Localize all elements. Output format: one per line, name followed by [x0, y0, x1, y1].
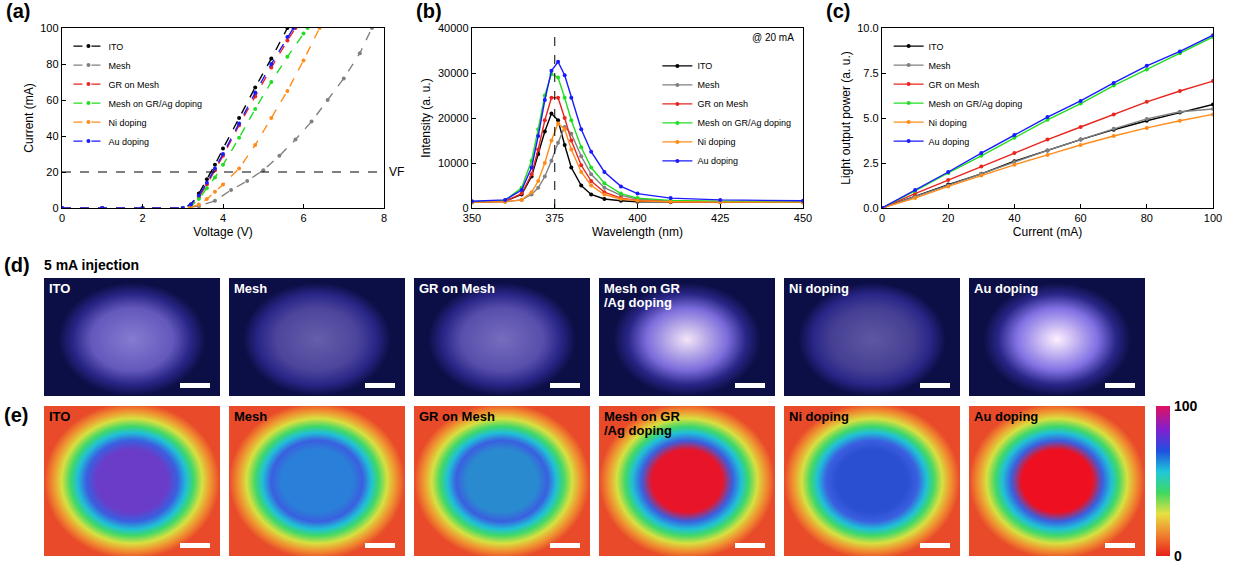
svg-text:ITO: ITO	[929, 42, 944, 52]
svg-text:Mesh on GR/Ag doping: Mesh on GR/Ag doping	[108, 99, 202, 109]
svg-text:Au doping: Au doping	[929, 137, 970, 147]
svg-text:Au doping: Au doping	[697, 156, 738, 166]
svg-text:Mesh: Mesh	[697, 80, 719, 90]
html-text:ITO: ITO	[49, 409, 71, 424]
svg-text:GR on Mesh: GR on Mesh	[697, 99, 748, 109]
svg-text:Ni doping: Ni doping	[929, 118, 967, 128]
svg-text:0: 0	[52, 202, 58, 214]
html-text:/Ag doping: /Ag doping	[604, 423, 672, 438]
svg-text:GR on Mesh: GR on Mesh	[108, 80, 159, 90]
svg-text:40: 40	[1008, 212, 1020, 224]
html-text:(e): (e)	[4, 404, 29, 426]
svg-text:@ 20 mA: @ 20 mA	[752, 32, 794, 43]
svg-text:60: 60	[1074, 212, 1086, 224]
svg-text:5.0: 5.0	[863, 112, 878, 124]
html-text:Au doping: Au doping	[974, 409, 1039, 424]
svg-text:0: 0	[462, 202, 468, 214]
svg-text:Mesh on GR/Ag doping: Mesh on GR/Ag doping	[929, 99, 1023, 109]
html-text:(a): (a)	[6, 0, 31, 22]
svg-text:20000: 20000	[438, 112, 469, 124]
svg-text:10000: 10000	[438, 157, 469, 169]
svg-text:20: 20	[942, 212, 954, 224]
svg-text:450: 450	[794, 212, 812, 224]
svg-text:Light output power (a. u.): Light output power (a. u.)	[839, 51, 853, 184]
svg-text:4: 4	[220, 212, 226, 224]
html-text:GR on Mesh: GR on Mesh	[419, 409, 495, 424]
svg-text:Ni doping: Ni doping	[108, 118, 146, 128]
svg-text:Current (mA): Current (mA)	[1013, 225, 1082, 239]
svg-text:2.5: 2.5	[863, 157, 878, 169]
svg-text:10.0: 10.0	[857, 22, 878, 34]
html-text:Mesh on GR: Mesh on GR	[604, 409, 680, 424]
svg-text:Ni doping: Ni doping	[697, 137, 735, 147]
svg-text:ITO: ITO	[108, 42, 123, 52]
svg-text:350: 350	[463, 212, 481, 224]
svg-text:VF: VF	[389, 165, 404, 179]
svg-text:8: 8	[381, 212, 387, 224]
html-text:Mesh: Mesh	[234, 281, 268, 296]
html-text:Mesh: Mesh	[234, 409, 268, 424]
svg-text:425: 425	[711, 212, 729, 224]
svg-text:40000: 40000	[438, 22, 469, 34]
svg-text:375: 375	[546, 212, 564, 224]
svg-text:400: 400	[628, 212, 646, 224]
svg-text:60: 60	[46, 94, 58, 106]
svg-text:6: 6	[300, 212, 306, 224]
svg-text:7.5: 7.5	[863, 67, 878, 79]
svg-text:Current (mA): Current (mA)	[22, 83, 36, 152]
svg-text:20: 20	[46, 166, 58, 178]
html-text:/Ag doping: /Ag doping	[604, 295, 672, 310]
html-text:Ni doping: Ni doping	[789, 281, 849, 296]
svg-text:GR on Mesh: GR on Mesh	[929, 80, 980, 90]
html-text:Au doping: Au doping	[974, 281, 1039, 296]
svg-text:Au doping: Au doping	[108, 137, 149, 147]
html-text:Ni doping: Ni doping	[789, 409, 849, 424]
html-text:0: 0	[1174, 548, 1182, 564]
svg-text:0: 0	[879, 212, 885, 224]
svg-text:ITO: ITO	[697, 61, 712, 71]
svg-text:30000: 30000	[438, 67, 469, 79]
html-text:(c): (c)	[826, 0, 851, 22]
svg-text:0.0: 0.0	[863, 202, 878, 214]
svg-text:100: 100	[40, 22, 58, 34]
svg-text:Mesh on GR/Ag doping: Mesh on GR/Ag doping	[697, 118, 791, 128]
svg-text:Mesh: Mesh	[929, 61, 951, 71]
svg-text:Wavelength (nm): Wavelength (nm)	[592, 225, 683, 239]
svg-text:0: 0	[59, 212, 65, 224]
svg-text:40: 40	[46, 130, 58, 142]
html-text:(b): (b)	[416, 0, 442, 22]
svg-text:Voltage (V): Voltage (V)	[193, 225, 252, 239]
svg-text:80: 80	[1141, 212, 1153, 224]
svg-text:Intensity (a. u.): Intensity (a. u.)	[419, 78, 433, 157]
html-text:Mesh on GR: Mesh on GR	[604, 281, 680, 296]
html-text:5 mA injection: 5 mA injection	[44, 257, 140, 273]
html-text:ITO: ITO	[49, 281, 71, 296]
svg-text:2: 2	[139, 212, 145, 224]
svg-text:100: 100	[1204, 212, 1222, 224]
html-text:(d): (d)	[4, 254, 30, 276]
html-text:100: 100	[1174, 398, 1198, 414]
svg-text:Mesh: Mesh	[108, 61, 130, 71]
svg-text:80: 80	[46, 58, 58, 70]
html-text:GR on Mesh: GR on Mesh	[419, 281, 495, 296]
